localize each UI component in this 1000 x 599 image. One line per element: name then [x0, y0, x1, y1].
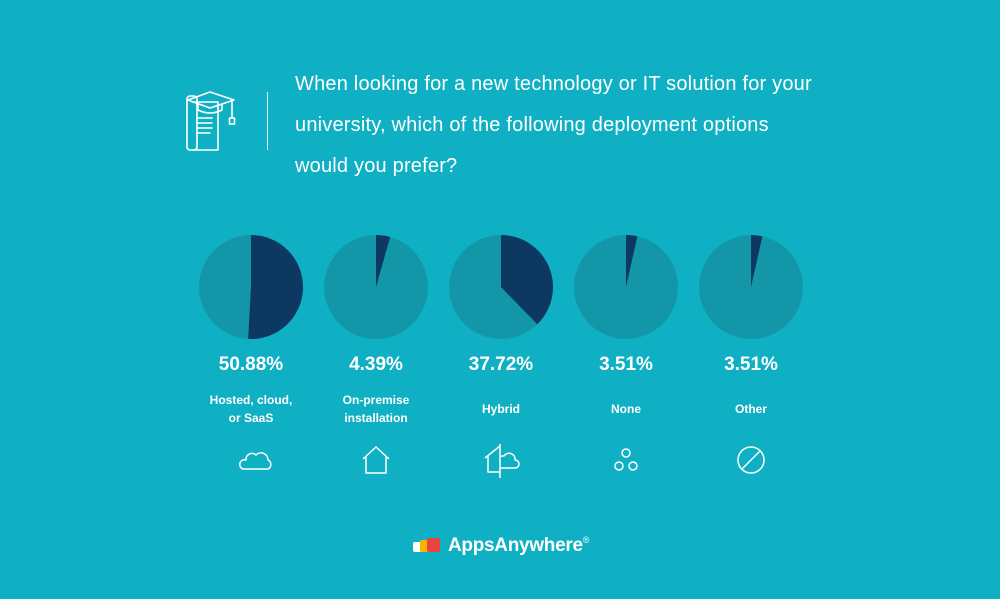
cloud-icon	[239, 452, 272, 470]
logo-name: AppsAnywhere	[448, 535, 583, 556]
pie-none	[574, 235, 678, 339]
logo-text: AppsAnywhere®	[448, 535, 589, 557]
pie-hybrid	[449, 235, 553, 339]
survey-question: When looking for a new technology or IT …	[295, 73, 812, 177]
value-label-none: 3.51%	[599, 354, 653, 375]
pie-slice-hybrid	[501, 235, 553, 325]
pie-other	[699, 235, 803, 339]
appsanywhere-logo-icon	[413, 538, 440, 552]
category-label-line: Other	[734, 402, 767, 416]
value-label-other: 3.51%	[724, 354, 778, 375]
registered-mark: ®	[582, 535, 590, 545]
pie-slice-other	[751, 235, 763, 287]
circles-icon	[614, 448, 638, 471]
category-label-hosted: Hosted, cloud, or SaaS	[181, 391, 321, 427]
category-label-line: Hosted, cloud,	[209, 393, 293, 407]
category-label-on-premise: On-premise installation	[306, 391, 446, 427]
prohibited-icon	[737, 446, 765, 474]
category-label-line: or SaaS	[228, 411, 274, 425]
category-label-line: Hybrid	[481, 402, 520, 416]
value-label-hosted: 50.88%	[218, 354, 284, 375]
pie-slice-none	[626, 235, 638, 287]
house-cloud-icon	[484, 444, 520, 478]
graduation-cap-document-icon	[186, 91, 236, 151]
header-divider	[267, 92, 268, 150]
pie-on-premise	[324, 235, 428, 339]
category-label-hybrid: Hybrid	[431, 400, 571, 418]
value-label-on-premise: 4.39%	[349, 354, 403, 375]
category-label-none: None	[556, 400, 696, 418]
category-label-line: None	[611, 402, 641, 416]
category-label-other: Other	[681, 400, 821, 418]
pie-hosted	[199, 235, 304, 339]
house-icon	[362, 446, 390, 474]
pie-slice-on-premise	[376, 235, 391, 287]
value-label-hybrid: 37.72%	[468, 354, 534, 375]
category-label-line: On-premise	[342, 393, 410, 407]
pie-slice-hosted	[248, 235, 304, 339]
category-label-line: installation	[344, 411, 408, 425]
